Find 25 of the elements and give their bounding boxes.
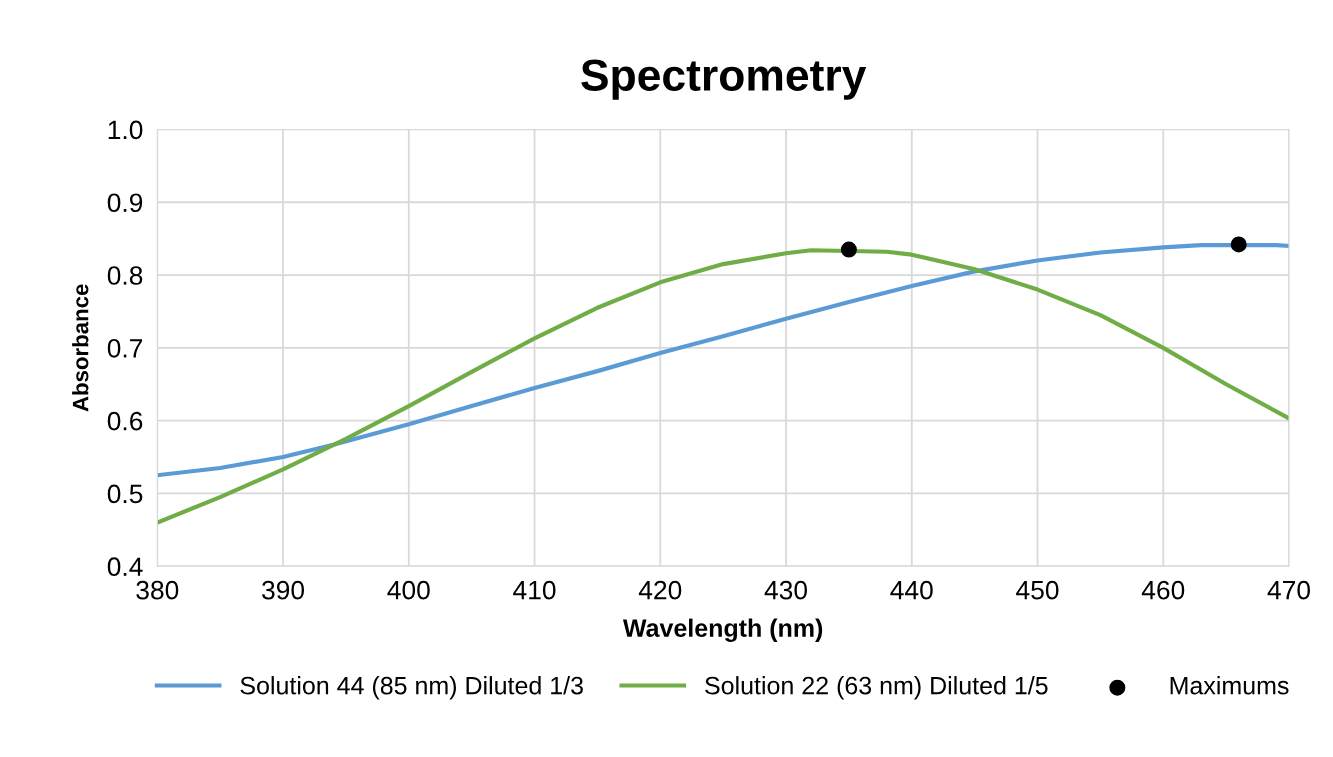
x-axis-title: Wavelength (nm) (622, 618, 823, 643)
x-tick-label: 450 (1016, 580, 1059, 600)
y-tick-label: 1.0 (108, 120, 143, 140)
line-series (157, 248, 1290, 525)
x-tick-label: 470 (1267, 580, 1310, 600)
legend-label: Solution 22 (63 nm) Diluted 1/5 (705, 676, 1048, 700)
y-tick-label: 0.9 (107, 193, 143, 213)
y-tick-label: 0.7 (107, 338, 143, 358)
y-axis-title: Absorbance (72, 284, 89, 412)
x-tick-label: 400 (387, 580, 430, 600)
x-tick-label: 380 (136, 580, 179, 600)
x-tick-label: 440 (890, 580, 933, 600)
x-tick-label: 420 (638, 580, 682, 600)
chart-title: Spectrometry (581, 59, 867, 100)
y-tick-label: 0.4 (107, 557, 143, 577)
x-tick-label: 460 (1141, 580, 1185, 600)
x-tick-label: 430 (764, 580, 808, 600)
x-tick-label: 390 (262, 580, 305, 600)
y-tick-label: 0.8 (107, 266, 143, 285)
y-tick-label: 0.6 (107, 411, 143, 431)
y-tick-label: 0.5 (107, 484, 143, 504)
legend-label: Maximums (1170, 676, 1289, 695)
x-tick-label: 410 (513, 580, 556, 600)
legend-label: Solution 44 (85 nm) Diluted 1/3 (240, 676, 583, 700)
line-series (157, 243, 1290, 478)
